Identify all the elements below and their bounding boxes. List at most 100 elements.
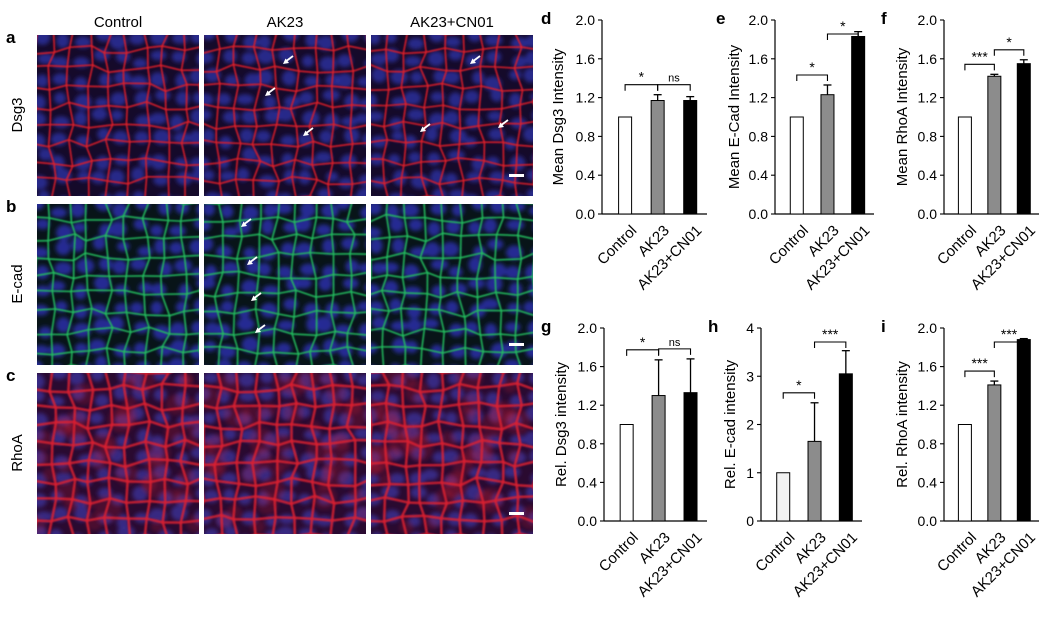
significance-label: *** <box>971 48 988 64</box>
significance-label: * <box>639 69 645 85</box>
bar-control <box>957 116 972 215</box>
arrow-icon <box>470 55 481 64</box>
row-label-rhoa: RhoA <box>9 434 26 472</box>
micrograph-1-2 <box>371 204 533 365</box>
y-tick-label: 0.8 <box>918 128 938 144</box>
significance-bracket: ns <box>658 337 692 355</box>
arrow-icon <box>303 127 314 136</box>
y-tick-label: 0.4 <box>578 474 598 490</box>
significance-bracket: *** <box>813 326 847 348</box>
x-tick-label: Control <box>594 222 640 268</box>
significance-bracket: *** <box>964 355 995 378</box>
y-axis-label: Mean Dsg3 Intensity <box>550 48 567 185</box>
membrane-network <box>371 35 533 196</box>
y-tick-label: 0.8 <box>749 128 769 144</box>
significance-bracket: ns <box>657 73 691 91</box>
significance-bracket: * <box>624 69 659 91</box>
significance-label: *** <box>1001 326 1018 342</box>
y-tick-label: 0.0 <box>918 513 938 529</box>
y-tick-label: 1.2 <box>578 397 598 413</box>
y-tick-label: 0.4 <box>918 167 938 183</box>
membrane-network <box>37 35 199 196</box>
y-tick-label: 1.6 <box>576 51 596 67</box>
y-tick-label: 0.0 <box>576 206 596 222</box>
y-axis-label: Rel. RhoA intensity <box>894 361 911 488</box>
significance-label: * <box>796 377 802 393</box>
arrow-icon <box>498 119 509 128</box>
x-tick-label: Control <box>766 222 812 268</box>
micrograph-2-1 <box>204 373 366 534</box>
panel-label-e: e <box>716 9 725 28</box>
membrane-network <box>37 204 199 365</box>
micrograph-1-0 <box>37 204 199 365</box>
membrane-network <box>204 35 366 196</box>
bar-ak23-cn01 <box>683 100 698 215</box>
row-label-dsg3: Dsg3 <box>9 97 26 132</box>
x-tick-label: Control <box>596 529 642 575</box>
significance-label: * <box>1006 34 1012 50</box>
y-tick-label: 1.2 <box>749 90 769 106</box>
bar-control <box>618 116 633 215</box>
y-tick-label: 0.0 <box>578 513 598 529</box>
y-tick-label: 2.0 <box>578 320 598 336</box>
panel-label-a: a <box>6 28 16 47</box>
arrow-icon <box>420 123 431 132</box>
y-tick-label: 2.0 <box>749 12 769 28</box>
bar-ak23 <box>987 384 1002 522</box>
bar-ak23 <box>987 75 1002 215</box>
y-tick-label: 0.8 <box>578 436 598 452</box>
y-tick-label: 1.2 <box>918 90 938 106</box>
bar-ak23 <box>651 395 666 522</box>
micrograph-0-1 <box>204 35 366 196</box>
significance-bracket: *** <box>993 326 1025 348</box>
y-tick-label: 0 <box>746 513 754 529</box>
y-tick-label: 1.6 <box>749 51 769 67</box>
arrow-icon <box>251 292 262 301</box>
y-tick-label: 2 <box>746 417 754 433</box>
bar-control <box>789 116 804 215</box>
y-tick-label: 1.6 <box>918 51 938 67</box>
chart-e: e 0.0 0.4 0.8 1.2 1.6 2.0 Mean E-Cad Intensity C… <box>716 9 874 293</box>
y-tick-label: 1.6 <box>578 359 598 375</box>
panel-label-f: f <box>881 9 887 28</box>
chart-g: g 0.0 0.4 0.8 1.2 1.6 2.0 Rel. Dsg3 intensity Co… <box>541 317 707 600</box>
significance-label: ns <box>669 337 681 349</box>
chart-d: d 0.0 0.4 0.8 1.2 1.6 2.0 Mean Dsg3 Intensity Co… <box>541 9 707 293</box>
significance-bracket: * <box>826 18 859 40</box>
significance-label: * <box>640 334 646 350</box>
column-title-control: Control <box>94 14 142 31</box>
membrane-network <box>204 204 366 365</box>
scale-bar <box>509 343 524 346</box>
y-tick-label: 1 <box>746 465 754 481</box>
bar-ak23 <box>650 100 665 215</box>
bar-ak23-cn01 <box>838 373 853 522</box>
significance-bracket: * <box>626 334 660 356</box>
bar-control <box>619 424 634 522</box>
y-tick-label: 1.2 <box>918 397 938 413</box>
panel-label-c: c <box>6 366 15 385</box>
significance-label: * <box>840 18 846 34</box>
x-tick-label: Control <box>752 529 798 575</box>
significance-bracket: *** <box>964 48 995 71</box>
micrograph-0-2 <box>371 35 533 196</box>
bar-ak23 <box>807 440 822 522</box>
y-tick-label: 2.0 <box>918 320 938 336</box>
bar-charts: d 0.0 0.4 0.8 1.2 1.6 2.0 Mean Dsg3 Intensity Co… <box>541 9 1039 600</box>
bar-ak23-cn01 <box>851 35 866 215</box>
bar-ak23-cn01 <box>683 392 698 522</box>
significance-label: * <box>809 59 815 75</box>
y-tick-label: 0.8 <box>918 436 938 452</box>
bar-ak23 <box>820 94 835 215</box>
y-tick-label: 0.0 <box>749 206 769 222</box>
significance-bracket: * <box>993 34 1025 56</box>
arrow-icon <box>265 87 276 96</box>
significance-label: ns <box>668 73 680 85</box>
y-axis-label: Mean RhoA Intensity <box>894 47 911 186</box>
arrow-icon <box>255 324 266 333</box>
bar-ak23-cn01 <box>1016 339 1031 522</box>
y-tick-label: 0.4 <box>749 167 769 183</box>
y-tick-label: 4 <box>746 320 754 336</box>
